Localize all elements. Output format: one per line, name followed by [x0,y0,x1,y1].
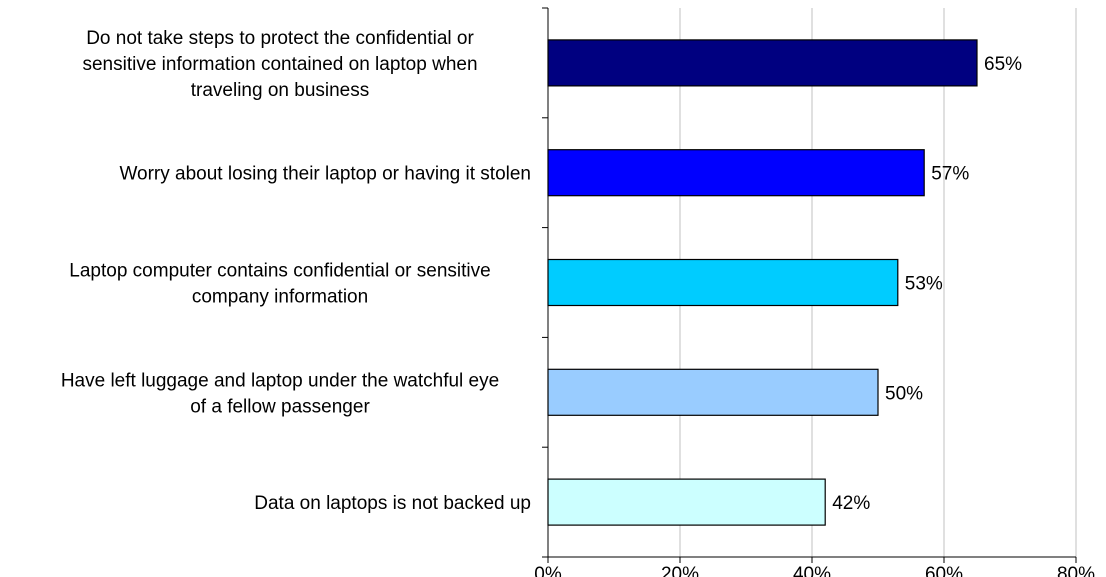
data-label: 57% [931,164,969,185]
bar [547,39,978,87]
data-label: 50% [885,383,923,404]
data-label: 53% [905,274,943,295]
x-tick-label: 40% [793,564,831,577]
x-tick-label: 60% [925,564,963,577]
x-tick-label: 20% [661,564,699,577]
x-tick-label: 80% [1057,564,1095,577]
data-label: 42% [832,493,870,514]
x-tick-label: 0% [534,564,562,577]
labels: 65% 57% 53% 50% 42% Do not take steps to prot… [61,28,1095,577]
bars [547,39,978,526]
bar [547,368,879,416]
bar [547,258,899,307]
axes [542,7,1077,563]
bar [547,149,925,197]
category-label: Do not take steps to protect the confide… [82,28,477,101]
category-label: Data on laptops is not backed up [254,493,531,514]
data-label: 65% [984,54,1022,75]
category-label: Worry about losing their laptop or havin… [119,164,531,185]
category-label: Have left luggage and laptop under the w… [61,370,499,417]
bar [547,478,826,526]
category-label: Laptop computer contains confidential or… [69,261,490,308]
